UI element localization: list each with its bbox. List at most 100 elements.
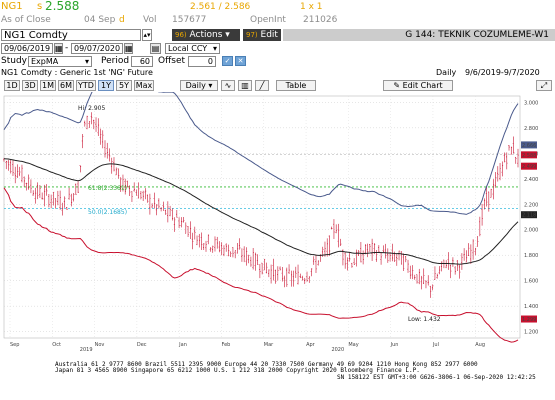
y-tick-label: 1.200: [524, 330, 538, 336]
footer-line-2: Japan 81 3 4565 8900 Singapore 65 6212 1…: [55, 367, 420, 375]
line-chart-icon[interactable]: ∿: [221, 80, 235, 91]
offset-label: Offset: [158, 56, 186, 66]
price-label-box: [521, 315, 537, 323]
price-bars: [3, 112, 519, 298]
page-title: G 144: TEKNIK COZUMLEME-W1: [283, 29, 555, 41]
right-price-labels: 2.666 2.588 2.499 2.118 1.299: [521, 141, 537, 323]
x-tick-label: Jul: [432, 342, 439, 348]
x-tick-label: Jan: [178, 342, 187, 348]
x-tick-label: Oct: [52, 342, 61, 348]
as-of-label: As of Close: [1, 15, 51, 25]
y-tick-label: 1.400: [524, 304, 538, 310]
ema-line: [3, 158, 519, 265]
check-icon[interactable]: ✓: [222, 56, 233, 66]
y-tick-label: 2.400: [524, 177, 538, 183]
start-date-input[interactable]: 09/06/2019: [1, 43, 53, 54]
fib-618-label: 61.8(2.3361): [88, 185, 127, 192]
offset-input[interactable]: 0: [188, 56, 216, 67]
remove-icon[interactable]: ✕: [235, 56, 246, 66]
chevron-down-icon: ▾: [225, 30, 230, 40]
x-tick-label: Aug: [475, 342, 485, 348]
timeframe-6m[interactable]: 6M: [58, 80, 74, 91]
quote-row-2: As of Close 04 Sep d Vol 157677 OpenInt …: [0, 14, 555, 27]
y-tick-label: 1.800: [524, 253, 538, 259]
bar-chart-icon[interactable]: ▥: [238, 80, 252, 91]
chart-background: [0, 92, 555, 352]
frequency-value: Daily: [185, 81, 206, 90]
y-tick-label: 2.200: [524, 202, 538, 208]
table-button[interactable]: Table: [276, 80, 316, 91]
currency-select[interactable]: Local CCY ▾: [165, 43, 220, 54]
x-tick-label: Mar: [264, 342, 274, 348]
lower-band-line: [3, 187, 519, 343]
security-input[interactable]: NG1 Comdty: [1, 29, 141, 41]
study-select[interactable]: ExpMA ▾: [28, 56, 92, 67]
plot-frame: [3, 95, 521, 339]
chevron-down-icon: ▾: [205, 81, 213, 90]
quote-size: 1 x 1: [300, 2, 323, 12]
y-tick-label: 2.800: [524, 126, 538, 132]
timeframe-toolbar: 1D 3D 1M 6M YTD 1Y 5Y Max Daily ▾ ∿ ▥ ╱ Table ✎…: [0, 79, 555, 92]
quote-row-1: NG1 s 2.588 2.561 / 2.586 1 x 1: [0, 0, 555, 14]
actions-menu-label: Actions: [189, 30, 223, 40]
edit-icon: ✎: [393, 81, 403, 90]
timeframe-ytd[interactable]: YTD: [76, 80, 96, 91]
timeframe-1m[interactable]: 1M: [40, 80, 56, 91]
end-date-input[interactable]: 09/07/2020: [71, 43, 123, 54]
edit-menu[interactable]: 97) Edit ▾: [243, 29, 281, 52]
actions-menu-number: 96): [175, 31, 187, 39]
as-of-d-label: d: [119, 15, 125, 25]
edit-chart-button[interactable]: ✎ Edit Chart: [383, 80, 453, 91]
timeframe-1y[interactable]: 1Y: [98, 80, 114, 91]
footer: Australia 61 2 9777 8600 Brazil 5511 239…: [0, 361, 555, 400]
openint-label: OpenInt: [250, 15, 286, 25]
chevron-down-icon: ▾: [84, 57, 89, 66]
quote-ticker: NG1: [1, 1, 23, 12]
x-tick-label: Feb: [221, 342, 230, 348]
x-tick-label: Nov: [95, 342, 105, 348]
chart-frequency: Daily: [436, 68, 457, 77]
grid-icon[interactable]: ▤: [150, 43, 161, 54]
price-label-box: [521, 151, 537, 159]
quote-last-price: 2.588: [45, 0, 80, 13]
period-label: Period: [101, 56, 130, 66]
chart-grid: [3, 95, 521, 339]
command-bar: NG1 Comdty ▴▾ 96) Actions ▾ 97) Edit ▾ G…: [0, 28, 555, 52]
quote-s-label: s: [37, 1, 43, 12]
period-input[interactable]: 60: [131, 56, 153, 67]
x-tick-label: Sep: [10, 342, 19, 348]
chart-subtitle-row: NG1 Comdty : Generic 1st 'NG' Future Dai…: [0, 68, 555, 79]
security-scroll-icon[interactable]: ▴▾: [142, 29, 152, 41]
x-tick-label: Dec: [137, 342, 147, 348]
timeframe-1d[interactable]: 1D: [4, 80, 20, 91]
price-label-box: [521, 211, 537, 219]
date-range-row: 09/06/2019 ▦ - 09/07/2020 ▦ ▤ Local CCY ▾: [0, 42, 555, 55]
y-tick-label: 1.600: [524, 279, 538, 285]
timeframe-3d[interactable]: 3D: [22, 80, 38, 91]
price-label-box: [521, 162, 537, 170]
year-label: 2019: [80, 347, 93, 352]
date-separator: -: [65, 43, 69, 53]
footer-line-1: Australia 61 2 9777 8600 Brazil 5511 239…: [55, 361, 478, 368]
price-chart[interactable]: 3.0002.8002.6002.4002.2002.0001.8001.600…: [0, 92, 555, 352]
openint-value: 211026: [303, 15, 338, 25]
calendar-icon[interactable]: ▦: [54, 43, 63, 54]
edit-chart-label: Edit Chart: [402, 81, 443, 90]
timeframe-5y[interactable]: 5Y: [116, 80, 132, 91]
draw-icon[interactable]: ╱: [255, 80, 269, 91]
frequency-select[interactable]: Daily ▾: [180, 80, 218, 91]
x-axis: Sep Oct Nov Dec Jan Feb Mar Apr May Jun Jul Aug 2019…: [10, 342, 485, 352]
x-tick-label: Jun: [390, 342, 399, 348]
price-label-text: 1.299: [522, 317, 536, 323]
calendar-icon[interactable]: ▦: [124, 43, 133, 54]
as-of-date: 04 Sep: [84, 15, 116, 25]
actions-menu[interactable]: 96) Actions ▾: [172, 29, 240, 41]
upper-band-line: [3, 92, 519, 215]
maximize-icon[interactable]: ⤢: [536, 80, 552, 91]
chevron-down-icon: ▾: [212, 44, 217, 53]
price-label-text: 2.499: [522, 164, 536, 170]
price-label-text: 2.588: [522, 153, 536, 159]
footer-line-3: SN 158122 EST GMT+3:00 G626-3806-1 06-Se…: [337, 373, 536, 381]
timeframe-max[interactable]: Max: [134, 80, 154, 91]
chevron-down-icon: ▾: [246, 42, 251, 52]
